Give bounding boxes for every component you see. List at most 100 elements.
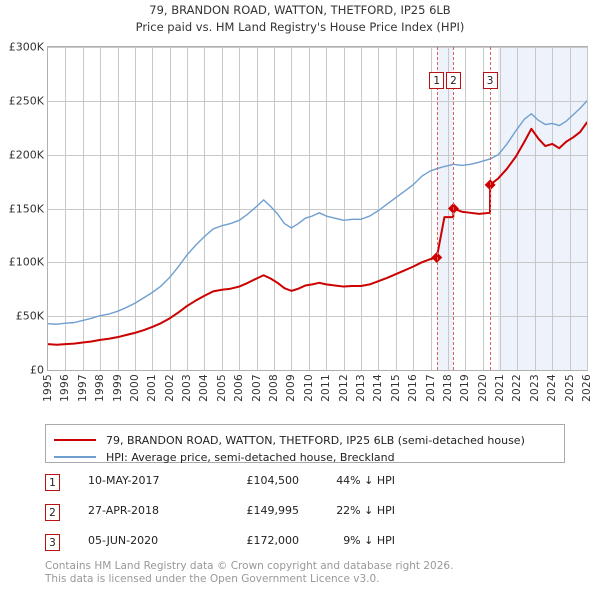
transaction-index-badge[interactable]: 1 [45, 474, 60, 491]
gridline-vertical [117, 47, 119, 370]
legend-item: HPI: Average price, semi-detached house,… [54, 449, 395, 465]
x-axis: 1995 1996 1997 1998 1999 2000 2001 2002 2003 2004… [42, 374, 593, 418]
event-marker-box-3[interactable]: 3 [482, 72, 498, 89]
y-tick-label: £150K [8, 202, 44, 215]
gridline-vertical [500, 47, 502, 370]
gridline-vertical [517, 47, 519, 370]
footer-line-1: Contains HM Land Registry data © Crown c… [45, 560, 454, 572]
chart-title-line2: Price paid vs. HM Land Registry's House … [135, 20, 465, 34]
gridline-horizontal [48, 47, 587, 48]
gridline-vertical [326, 47, 328, 370]
x-tick-label: 2003 [181, 374, 194, 402]
x-tick-label: 2007 [250, 374, 263, 402]
gridline-vertical [274, 47, 276, 370]
x-tick-label: 2017 [424, 374, 437, 402]
transactions-table: 1 10-MAY-2017 £104,500 44% ↓ HPI 2 27-APR-201… [45, 470, 475, 560]
gridline-vertical [587, 47, 588, 370]
gridline-vertical [204, 47, 206, 370]
x-tick-label: 2023 [528, 374, 541, 402]
x-tick-label: 2018 [441, 374, 454, 402]
legend-label: 79, BRANDON ROAD, WATTON, THETFORD, IP25… [106, 433, 525, 447]
x-tick-label: 2026 [581, 374, 593, 402]
gridline-vertical [360, 47, 362, 370]
gridline-vertical [65, 47, 67, 370]
x-tick-label: 2016 [407, 374, 420, 402]
x-tick-label: 2013 [354, 374, 367, 402]
gridline-vertical [430, 47, 432, 370]
series-plot [48, 100, 587, 346]
gridline-vertical [552, 47, 554, 370]
transaction-date: 10-MAY-2017 [88, 474, 160, 487]
gridline-vertical [152, 47, 154, 370]
event-vertical-line [436, 47, 438, 370]
gridline-vertical [169, 47, 171, 370]
x-tick-label: 2010 [302, 374, 315, 402]
gridline-horizontal [48, 100, 587, 102]
event-marker-box-2[interactable]: 2 [445, 72, 461, 89]
legend-item: 79, BRANDON ROAD, WATTON, THETFORD, IP25… [54, 432, 525, 448]
x-tick-label: 1995 [42, 374, 54, 402]
x-tick-label: 2001 [146, 374, 159, 402]
transaction-hpi-delta: 9% ↓ HPI [343, 534, 395, 547]
gridline-horizontal [48, 262, 587, 264]
gridline-vertical [395, 47, 397, 370]
transaction-hpi-delta: 22% ↓ HPI [336, 504, 395, 517]
x-tick-label: 1998 [94, 374, 107, 402]
event-vertical-line [490, 47, 492, 370]
transaction-index-badge[interactable]: 2 [45, 504, 60, 521]
transaction-price: £172,000 [246, 534, 300, 547]
x-tick-label: 2025 [563, 374, 576, 402]
gridline-vertical [187, 47, 189, 370]
gridline-vertical [465, 47, 467, 370]
x-tick-label: 2002 [163, 374, 176, 402]
x-tick-label: 2020 [476, 374, 489, 402]
x-tick-label: 2000 [128, 374, 141, 402]
footer-line-2: This data is licensed under the Open Gov… [45, 572, 380, 585]
x-tick-label: 2004 [198, 374, 211, 402]
gridline-vertical [569, 47, 571, 370]
chart-legend: 79, BRANDON ROAD, WATTON, THETFORD, IP25… [45, 424, 565, 465]
x-tick-label: 2014 [372, 374, 385, 402]
gridline-horizontal [48, 316, 587, 318]
page-title: 79, BRANDON ROAD, WATTON, THETFORD, IP25… [0, 2, 600, 36]
x-tick-label: 2006 [233, 374, 246, 402]
x-tick-label: 2008 [268, 374, 281, 402]
transaction-index-badge[interactable]: 3 [45, 534, 60, 551]
gridline-vertical [256, 47, 258, 370]
series-line [48, 121, 587, 346]
x-tick-label: 2021 [494, 374, 507, 402]
x-tick-label: 2015 [389, 374, 402, 402]
table-row: 3 05-JUN-2020 £172,000 9% ↓ HPI [45, 530, 475, 560]
y-tick-label: £50K [15, 309, 44, 323]
table-row: 2 27-APR-2018 £149,995 22% ↓ HPI [45, 500, 475, 530]
legend-color-swatch [54, 439, 96, 441]
y-tick-label: £0 [30, 363, 44, 377]
legend-label: HPI: Average price, semi-detached house,… [106, 450, 395, 464]
gridline-vertical [221, 47, 223, 370]
gridline-horizontal [48, 154, 587, 156]
gridline-vertical [291, 47, 293, 370]
transaction-price: £149,995 [246, 504, 300, 517]
y-tick-label: £200K [8, 148, 44, 162]
gridline-vertical [378, 47, 380, 370]
transaction-hpi-delta: 44% ↓ HPI [336, 474, 395, 487]
y-tick-label: £300K [8, 40, 44, 54]
gridline-horizontal [48, 208, 587, 210]
transaction-date: 05-JUN-2020 [88, 534, 159, 547]
legend-color-swatch [54, 456, 96, 458]
gridline-vertical [239, 47, 241, 370]
transaction-price: £104,500 [246, 474, 300, 487]
gridline-vertical [482, 47, 484, 370]
transaction-date: 27-APR-2018 [88, 504, 160, 517]
table-row: 1 10-MAY-2017 £104,500 44% ↓ HPI [45, 470, 475, 500]
event-marker-box-1[interactable]: 1 [429, 72, 445, 89]
gridline-vertical [82, 47, 84, 370]
y-axis: £0 £50K £100K £150K £200K £250K £300K [0, 41, 47, 377]
gridline-vertical [100, 47, 102, 370]
x-tick-label: 2012 [337, 374, 350, 402]
gridline-vertical [308, 47, 310, 370]
x-tick-label: 2024 [546, 374, 559, 402]
event-vertical-line [453, 47, 455, 370]
x-tick-label: 1997 [76, 374, 89, 402]
